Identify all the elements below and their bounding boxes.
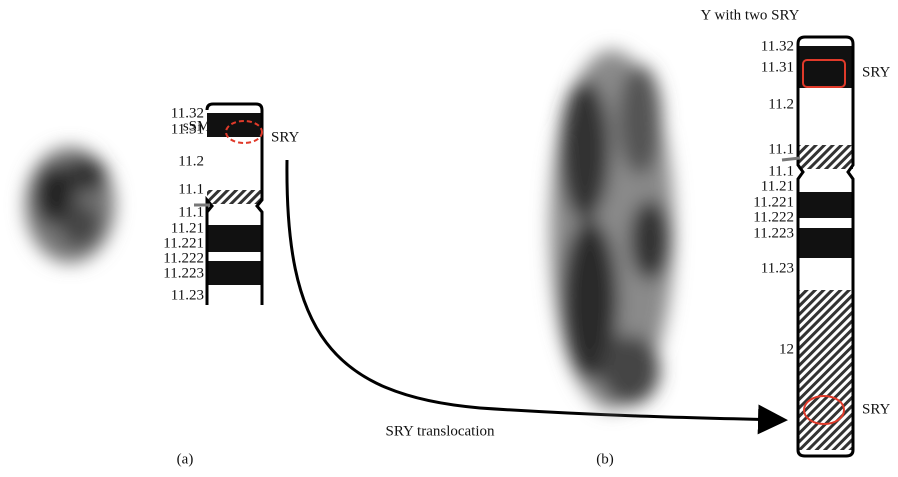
chromosome-image-a	[25, 147, 115, 263]
band-labels-a: 11.32 11.31 11.2 11.1 11.1 11.21 11.221 …	[163, 105, 204, 303]
translocation-arrow	[287, 160, 782, 420]
band-label: 11.32	[761, 38, 794, 54]
chromosome-image-b	[550, 50, 674, 410]
band-label: 11.32	[171, 105, 204, 121]
band-label: 11.223	[163, 265, 204, 281]
band-label: 11.23	[761, 260, 794, 276]
band-label: 11.31	[761, 59, 794, 75]
band-label: 11.222	[163, 250, 204, 266]
sry-label: SRY	[862, 64, 891, 80]
band-label: 12	[779, 341, 794, 357]
band-label: 11.1	[768, 163, 794, 179]
panel-title: Y with two SRY	[700, 7, 799, 23]
band-label: 11.2	[178, 153, 204, 169]
arrow-label: SRY translocation	[385, 423, 495, 439]
band-label: 11.23	[171, 287, 204, 303]
band-label: 11.21	[761, 178, 794, 194]
sry-label: SRY	[271, 129, 300, 145]
panel-caption: (a)	[177, 451, 194, 467]
band-label: 11.221	[163, 235, 204, 251]
panel-caption: (b)	[596, 451, 614, 467]
band-label: 11.223	[753, 225, 794, 241]
band-label: 11.222	[753, 209, 794, 225]
band-label: 11.221	[753, 194, 794, 210]
band-label: 11.31	[171, 121, 204, 137]
band-label: 11.1	[178, 181, 204, 197]
band-label: 11.21	[171, 220, 204, 236]
band-label: 11.1	[178, 204, 204, 220]
figure: sSMC(Y) 11.32 11.31 11.2 11.1 11.1 11.21…	[0, 0, 898, 472]
band-labels-b: 11.32 11.31 11.2 11.1 11.1 11.21 11.221 …	[753, 38, 794, 357]
sry-label: SRY	[862, 401, 891, 417]
band-label: 11.1	[768, 141, 794, 157]
band-label: 11.2	[768, 96, 794, 112]
